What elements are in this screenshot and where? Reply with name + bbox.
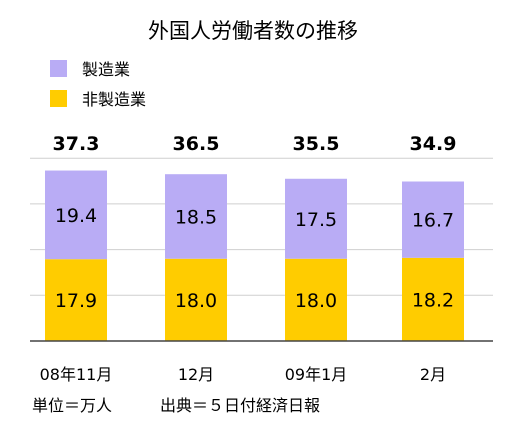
total-value-label: 36.5	[173, 133, 220, 155]
segment-value-label: 19.4	[55, 205, 97, 227]
total-value-label: 35.5	[293, 133, 340, 155]
bar-segment-manufacturing	[402, 181, 464, 258]
bar-segment-non-manufacturing	[402, 257, 464, 341]
source-note: 出典＝５日付経済日報	[160, 396, 320, 415]
data-labels: 17.9 19.4 37.3 18.0 18.5 36.5 18.0 17.5 35.5 18.2…	[53, 133, 457, 312]
segment-value-label: 18.5	[175, 206, 217, 228]
chart-title: 外国人労働者数の推移	[148, 19, 358, 43]
legend-label-manufacturing: 製造業	[82, 60, 130, 79]
unit-note: 単位＝万人	[32, 396, 112, 415]
segment-value-label: 18.0	[295, 290, 337, 312]
bar-segment-manufacturing	[165, 174, 227, 259]
bar-segment-manufacturing	[45, 170, 107, 260]
segment-value-label: 16.7	[412, 210, 454, 232]
legend-swatch-manufacturing	[50, 60, 67, 77]
x-axis-ticks: 08年11月 12月 09年1月 2月	[40, 365, 446, 384]
x-tick-label: 09年1月	[285, 365, 348, 384]
bar-segment-non-manufacturing	[165, 258, 227, 341]
bar-segment-non-manufacturing	[45, 259, 107, 341]
segment-value-label: 18.0	[175, 290, 217, 312]
segment-value-label: 18.2	[412, 289, 454, 311]
segment-value-label: 17.5	[295, 209, 337, 231]
bar-segment-manufacturing	[285, 178, 347, 259]
x-tick-label: 08年11月	[40, 365, 113, 384]
x-tick-label: 12月	[178, 365, 214, 384]
segment-value-label: 17.9	[55, 290, 97, 312]
total-value-label: 37.3	[53, 133, 100, 155]
x-tick-label: 2月	[420, 365, 446, 384]
bars	[45, 170, 464, 341]
legend: 製造業 非製造業	[50, 60, 146, 109]
bar-segment-non-manufacturing	[285, 258, 347, 341]
legend-label-non-manufacturing: 非製造業	[82, 90, 146, 109]
legend-swatch-non-manufacturing	[50, 90, 67, 107]
total-value-label: 34.9	[410, 133, 457, 155]
